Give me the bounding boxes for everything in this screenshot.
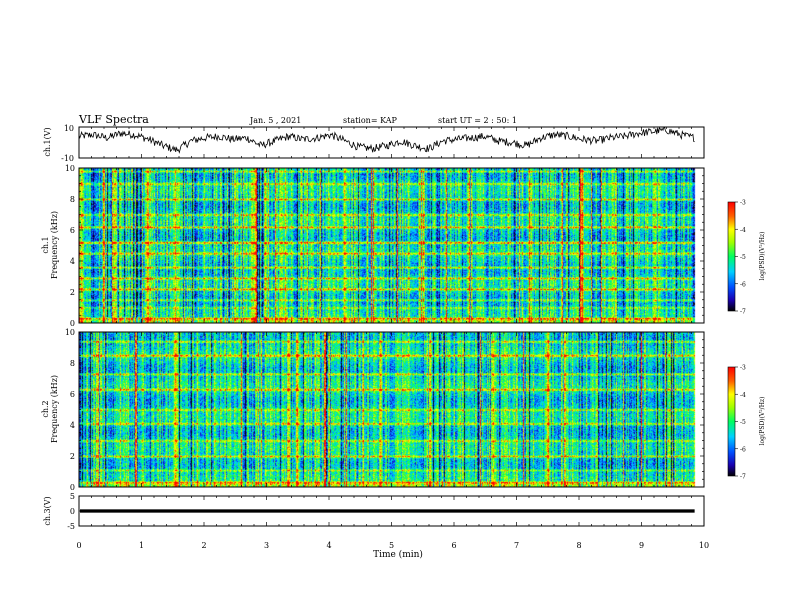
- y-tick-label: 0: [70, 507, 75, 516]
- y-tick-label: 5: [70, 492, 75, 501]
- y-tick-label: -5: [67, 522, 75, 531]
- y-tick-label: 0: [70, 319, 75, 328]
- ch1-colorbar-gradient: [727, 201, 736, 312]
- colorbar-tick-label: -3: [740, 200, 746, 207]
- ch1-spectrogram-image: [79, 168, 704, 323]
- y-tick-label: 6: [70, 226, 75, 235]
- x-tick-label: 6: [451, 541, 456, 550]
- colorbar-tick-label: -4: [740, 392, 746, 399]
- colorbar-tick-label: -7: [740, 309, 746, 316]
- x-tick-label: 10: [699, 541, 709, 550]
- ch3-signal-band: [80, 509, 695, 513]
- x-tick-label: 0: [76, 541, 81, 550]
- y-tick-label: 2: [70, 288, 75, 297]
- ch1-spectrogram-panel: 0 2 4 6 8 10 ch.1 Frequency (kHz): [41, 164, 705, 328]
- x-tick-label: 9: [639, 541, 644, 550]
- colorbar-tick-label: -5: [740, 419, 746, 426]
- ch1-spectrogram-ylabel-unit: Frequency (kHz): [50, 211, 59, 279]
- colorbar-tick-label: -7: [740, 474, 746, 481]
- y-tick-label: 4: [70, 421, 75, 430]
- ch1-colorbar: -3 -4 -5 -6 -7 log(PSD)(V²/Hz): [727, 200, 766, 316]
- ch1-colorbar-label: log(PSD)(V²/Hz): [759, 232, 766, 281]
- date-label: Jan. 5 , 2021: [249, 116, 301, 125]
- ch1-ytick-bottom: -10: [61, 154, 74, 163]
- ch2-spectrogram-panel: 0 2 4 6 8 10 ch.2 Frequency (kHz): [41, 328, 705, 492]
- ch2-spectrogram-ylabel-unit: Frequency (kHz): [50, 375, 59, 443]
- x-tick-label: 8: [576, 541, 581, 550]
- x-tick-label: 2: [201, 541, 206, 550]
- y-tick-label: 0: [70, 483, 75, 492]
- x-tick-label: 5: [389, 541, 394, 550]
- y-tick-label: 2: [70, 452, 75, 461]
- ch3-waveform-panel: 5 0 -5 ch.3(V): [43, 492, 705, 531]
- ch1-waveform-line: [78, 127, 695, 154]
- x-tick-label: 1: [139, 541, 144, 550]
- ch1-waveform-panel: 10 -10 ch.1(V): [43, 124, 705, 163]
- y-tick-label: 8: [70, 195, 75, 204]
- ch1-ylabel: ch.1(V): [43, 127, 52, 156]
- ch1-spectrogram-ylabel-channel: ch.1: [41, 236, 50, 253]
- ch2-colorbar: -3 -4 -5 -6 -7 log(PSD)(V²/Hz): [727, 365, 766, 481]
- y-tick-label: 4: [70, 257, 75, 266]
- colorbar-tick-label: -4: [740, 227, 746, 234]
- start-ut-label: start UT = 2 : 50: 1: [438, 116, 517, 125]
- y-tick-label: 10: [65, 328, 75, 337]
- colorbar-tick-label: -6: [740, 446, 746, 453]
- ch2-spectrogram-ylabel-channel: ch.2: [41, 400, 50, 417]
- ch2-colorbar-gradient: [727, 366, 736, 477]
- ch2-colorbar-label: log(PSD)(V²/Hz): [759, 397, 766, 446]
- y-tick-label: 8: [70, 359, 75, 368]
- y-tick-label: 10: [65, 164, 75, 173]
- x-axis-label: Time (min): [373, 549, 423, 560]
- y-tick-label: 6: [70, 390, 75, 399]
- ch2-spectrogram-image: [79, 332, 704, 487]
- colorbar-tick-label: -3: [740, 365, 746, 372]
- station-label: station= KAP: [343, 116, 398, 125]
- ch3-ylabel: ch.3(V): [43, 496, 52, 525]
- x-tick-label: 7: [514, 541, 519, 550]
- colorbar-tick-label: -6: [740, 281, 746, 288]
- figure-title: VLF Spectra: [78, 113, 149, 126]
- ch1-ytick-top: 10: [64, 124, 74, 133]
- x-tick-label: 3: [264, 541, 269, 550]
- x-tick-label: 4: [326, 541, 331, 550]
- colorbar-tick-label: -5: [740, 254, 746, 261]
